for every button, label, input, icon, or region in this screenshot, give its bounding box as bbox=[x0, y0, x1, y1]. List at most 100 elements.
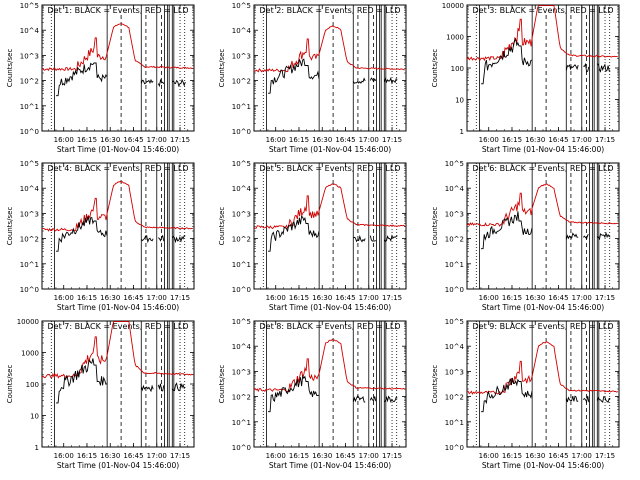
y-tick-label: 10^1 bbox=[20, 103, 39, 111]
x-tick-label: 16:00 bbox=[479, 452, 499, 460]
panel-5: Det 5: BLACK = Events, RED = LLD Counts/s… bbox=[218, 160, 407, 312]
x-tick-label: 16:45 bbox=[123, 294, 143, 302]
y-tick-label: 10^2 bbox=[20, 78, 39, 86]
x-tick-label: 16:15 bbox=[502, 452, 522, 460]
y-tick-label: 10000 bbox=[17, 318, 39, 326]
y-tick-label: 10000 bbox=[442, 2, 464, 10]
y-tick-label: 10^4 bbox=[445, 343, 465, 351]
x-tick-label: 16:30 bbox=[525, 136, 545, 144]
x-axis-label: Start Time (01-Nov-04 15:46:00) bbox=[269, 145, 391, 154]
x-axis-label: Start Time (01-Nov-04 15:46:00) bbox=[57, 461, 179, 470]
y-tick-label: 10^3 bbox=[232, 368, 251, 376]
events-series-line bbox=[352, 77, 366, 84]
panel-title: Det 1: BLACK = Events, RED = LLD bbox=[48, 6, 189, 15]
y-tick-label: 10 bbox=[30, 413, 39, 421]
x-tick-label: 17:00 bbox=[572, 294, 592, 302]
x-tick-label: 17:00 bbox=[359, 136, 379, 144]
lld-series-line bbox=[466, 183, 618, 227]
y-tick-label: 1000 bbox=[446, 34, 464, 42]
y-tick-label: 10^1 bbox=[232, 261, 251, 269]
y-tick-label: 10^0 bbox=[445, 444, 464, 452]
y-tick-label: 1 bbox=[35, 444, 39, 452]
y-axis-label: Counts/sec bbox=[218, 49, 226, 88]
panel-title: Det 4: BLACK = Events, RED = LLD bbox=[48, 164, 189, 173]
plot-frame bbox=[466, 4, 620, 132]
x-tick-label: 16:30 bbox=[100, 452, 120, 460]
events-series-line bbox=[56, 216, 108, 252]
panel-title: Det 7: BLACK = Events, RED = LLD bbox=[48, 322, 189, 331]
events-series-line bbox=[140, 384, 154, 393]
y-tick-label: 10^5 bbox=[232, 160, 251, 168]
events-series-line bbox=[384, 395, 398, 403]
x-axis-label: Start Time (01-Nov-04 15:46:00) bbox=[57, 145, 179, 154]
panel-8: Det 8: BLACK = Events, RED = LLD Counts/s… bbox=[218, 318, 407, 470]
y-tick-label: 10^1 bbox=[20, 261, 39, 269]
x-tick-label: 16:45 bbox=[548, 452, 568, 460]
x-tick-label: 16:45 bbox=[123, 452, 143, 460]
y-tick-label: 10^2 bbox=[20, 236, 39, 244]
x-tick-label: 17:15 bbox=[595, 294, 615, 302]
y-tick-label: 10^0 bbox=[20, 286, 39, 294]
events-series-line bbox=[369, 235, 376, 242]
x-axis-label: Start Time (01-Nov-04 15:46:00) bbox=[269, 461, 391, 470]
x-tick-label: 16:30 bbox=[525, 294, 545, 302]
events-series-line bbox=[481, 37, 533, 85]
x-tick-label: 17:15 bbox=[170, 452, 190, 460]
y-tick-label: 1 bbox=[460, 128, 464, 136]
y-tick-label: 10^5 bbox=[445, 160, 464, 168]
x-tick-label: 16:15 bbox=[502, 294, 522, 302]
x-tick-label: 16:00 bbox=[479, 136, 499, 144]
x-tick-label: 16:00 bbox=[266, 136, 286, 144]
events-series-line bbox=[353, 234, 366, 243]
x-axis-label: Start Time (01-Nov-04 15:46:00) bbox=[482, 461, 604, 470]
y-tick-label: 100 bbox=[26, 381, 39, 389]
events-series-line bbox=[597, 63, 611, 73]
y-tick-label: 10^5 bbox=[232, 2, 251, 10]
events-series-line bbox=[158, 234, 165, 242]
x-tick-label: 16:15 bbox=[77, 452, 97, 460]
y-tick-label: 10^0 bbox=[232, 286, 251, 294]
x-tick-label: 17:15 bbox=[595, 452, 615, 460]
events-series-line bbox=[157, 78, 165, 88]
y-axis-label: Counts/sec bbox=[6, 207, 14, 246]
x-tick-label: 16:45 bbox=[548, 294, 568, 302]
x-tick-label: 16:00 bbox=[54, 452, 74, 460]
events-series-line bbox=[140, 235, 154, 244]
x-tick-label: 16:15 bbox=[502, 136, 522, 144]
x-tick-label: 16:00 bbox=[54, 294, 74, 302]
events-series-line bbox=[56, 62, 108, 97]
x-tick-label: 16:00 bbox=[266, 294, 286, 302]
x-tick-label: 16:00 bbox=[266, 452, 286, 460]
x-tick-label: 16:00 bbox=[54, 136, 74, 144]
panel-title: Det 8: BLACK = Events, RED = LLD bbox=[260, 322, 401, 331]
y-tick-label: 10^4 bbox=[232, 185, 252, 193]
lld-series-line bbox=[253, 25, 405, 73]
x-tick-label: 16:45 bbox=[335, 294, 355, 302]
x-tick-label: 16:00 bbox=[479, 294, 499, 302]
x-axis-label: Start Time (01-Nov-04 15:46:00) bbox=[482, 303, 604, 312]
events-series-line bbox=[268, 215, 320, 252]
y-tick-label: 10^4 bbox=[232, 27, 252, 35]
y-axis-label: Counts/sec bbox=[431, 365, 439, 404]
y-tick-label: 10^5 bbox=[20, 2, 39, 10]
y-tick-label: 10^1 bbox=[445, 261, 464, 269]
events-series-line bbox=[140, 78, 154, 85]
y-tick-label: 10^1 bbox=[232, 103, 251, 111]
x-tick-label: 16:15 bbox=[289, 136, 309, 144]
y-tick-label: 10^0 bbox=[20, 128, 39, 136]
y-tick-label: 1000 bbox=[21, 350, 39, 358]
y-tick-label: 10^4 bbox=[20, 185, 40, 193]
events-series-line bbox=[383, 76, 398, 85]
x-tick-label: 16:45 bbox=[548, 136, 568, 144]
y-axis-label: Counts/sec bbox=[431, 49, 439, 88]
y-axis-label: Counts/sec bbox=[431, 207, 439, 246]
panel-title: Det 9: BLACK = Events, RED = LLD bbox=[473, 322, 614, 331]
x-tick-label: 17:00 bbox=[572, 136, 592, 144]
y-tick-label: 10^2 bbox=[232, 394, 251, 402]
y-tick-label: 10^1 bbox=[232, 419, 251, 427]
x-tick-label: 16:30 bbox=[312, 452, 332, 460]
panel-3: Det 3: BLACK = Events, RED = LLD Counts/s… bbox=[431, 2, 620, 154]
y-tick-label: 10^5 bbox=[20, 160, 39, 168]
x-tick-label: 17:00 bbox=[147, 452, 167, 460]
x-tick-label: 16:15 bbox=[77, 294, 97, 302]
